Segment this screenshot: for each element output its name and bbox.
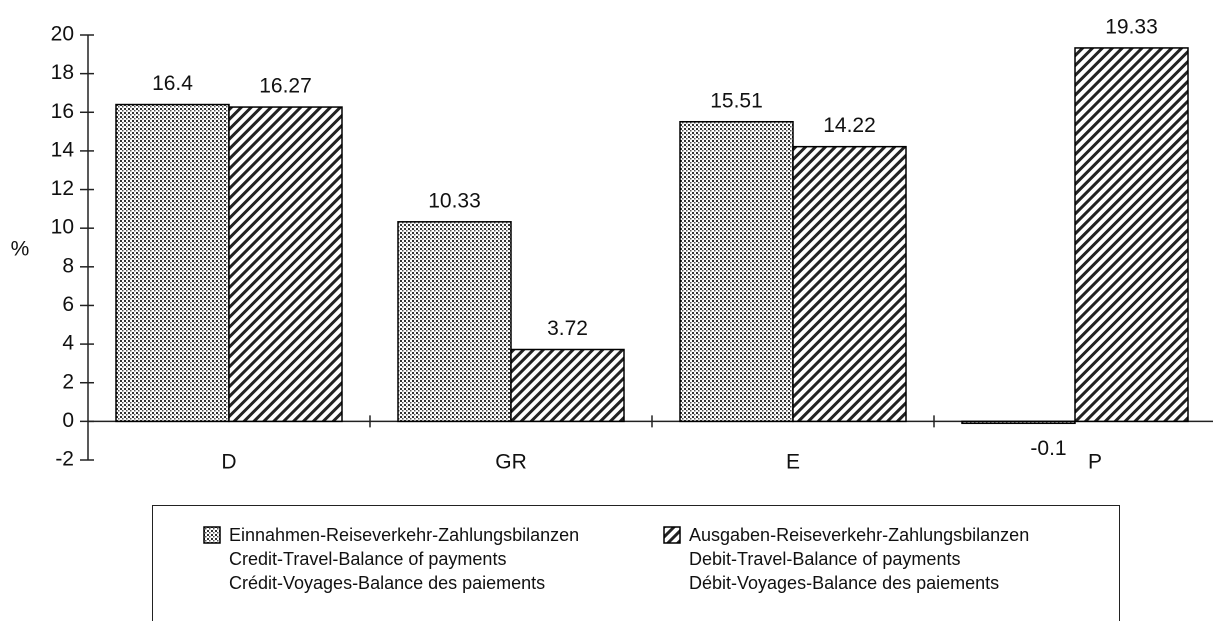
legend-swatch-fill xyxy=(203,526,221,544)
bar xyxy=(397,221,512,423)
value-label: -0.1 xyxy=(1030,437,1066,460)
y-tick-label: 18 xyxy=(51,61,74,84)
bar xyxy=(510,348,625,423)
legend: Einnahmen-Reiseverkehr-Zahlungsbilanzen … xyxy=(152,505,1120,621)
y-tick-label: 14 xyxy=(51,138,75,161)
bar xyxy=(961,420,1076,425)
bar xyxy=(228,106,343,423)
value-label: 19.33 xyxy=(1105,15,1158,38)
value-label: 10.33 xyxy=(428,189,481,212)
y-tick-label: 16 xyxy=(51,100,74,123)
bar xyxy=(115,103,230,423)
bar xyxy=(679,120,794,423)
y-tick-label: 20 xyxy=(51,23,74,46)
value-label: 16.4 xyxy=(152,72,193,95)
legend-swatch xyxy=(203,526,221,544)
legend-item: Ausgaben-Reiseverkehr-Zahlungsbilanzen D… xyxy=(663,525,1030,595)
y-tick-label: 2 xyxy=(62,370,74,393)
legend-swatch xyxy=(663,526,681,544)
legend-label: Einnahmen-Reiseverkehr-Zahlungsbilanzen … xyxy=(229,525,580,593)
y-tick-label: 12 xyxy=(51,177,74,200)
bar xyxy=(792,145,907,423)
y-axis-label: % xyxy=(11,238,30,261)
legend-item: Einnahmen-Reiseverkehr-Zahlungsbilanzen … xyxy=(203,525,580,595)
value-label: 14.22 xyxy=(823,114,876,137)
value-label: 15.51 xyxy=(710,89,763,112)
x-tick-label: P xyxy=(1088,451,1102,474)
y-tick-label: 6 xyxy=(62,293,74,316)
bar xyxy=(1074,47,1189,423)
x-tick-label: GR xyxy=(495,451,527,474)
value-label: 16.27 xyxy=(259,75,312,98)
value-label: 3.72 xyxy=(547,317,588,340)
y-tick-label: -2 xyxy=(55,448,74,471)
y-tick-label: 4 xyxy=(62,332,74,355)
x-tick-label: E xyxy=(786,451,800,474)
y-tick-label: 10 xyxy=(51,216,74,239)
y-tick-label: 8 xyxy=(62,254,74,277)
legend-swatch-fill xyxy=(663,526,681,544)
legend-label: Ausgaben-Reiseverkehr-Zahlungsbilanzen D… xyxy=(689,525,1030,593)
x-tick-label: D xyxy=(221,451,236,474)
y-tick-label: 0 xyxy=(62,409,74,432)
